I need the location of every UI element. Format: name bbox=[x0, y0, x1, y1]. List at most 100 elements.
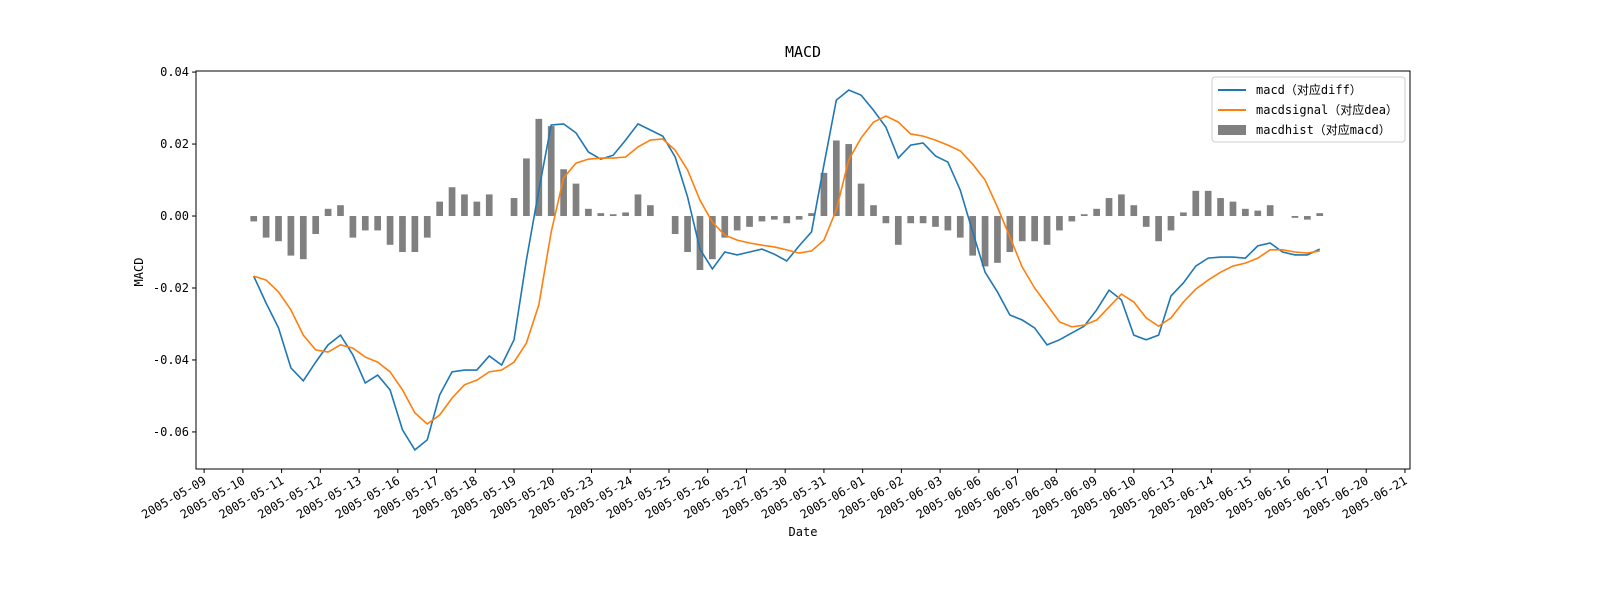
hist-bar bbox=[956, 216, 964, 238]
series-line bbox=[253, 115, 1320, 426]
hist-bar bbox=[1304, 216, 1311, 220]
hist-bar bbox=[436, 201, 443, 217]
y-tick-label: 0.04 bbox=[160, 65, 189, 79]
hist-bar bbox=[1056, 216, 1063, 231]
hist-bar bbox=[1043, 216, 1051, 245]
y-tick-label: -0.06 bbox=[153, 425, 189, 439]
hist-bar bbox=[770, 216, 778, 220]
hist-bar bbox=[994, 216, 1001, 263]
hist-bar bbox=[907, 216, 915, 224]
hist-bar bbox=[1080, 214, 1088, 217]
y-tick-label: 0.02 bbox=[160, 137, 189, 151]
hist-bar bbox=[894, 216, 902, 245]
hist-bar bbox=[795, 216, 803, 220]
hist-bar bbox=[721, 216, 729, 238]
hist-bar bbox=[448, 187, 456, 217]
legend-label: macd（对应diff） bbox=[1256, 82, 1362, 97]
hist-bar bbox=[287, 216, 295, 256]
hist-bar bbox=[758, 216, 766, 222]
hist-bar bbox=[845, 144, 853, 217]
hist-bar bbox=[1180, 212, 1187, 217]
hist-bar bbox=[411, 216, 419, 253]
hist-bar bbox=[1142, 216, 1150, 227]
legend-label: macdsignal（对应dea） bbox=[1256, 102, 1398, 117]
hist-bar bbox=[1068, 216, 1076, 222]
hist-bar bbox=[1018, 216, 1026, 242]
hist-bar bbox=[696, 216, 704, 270]
hist-bar bbox=[1266, 205, 1274, 217]
legend-swatch bbox=[1218, 125, 1246, 135]
hist-bar bbox=[671, 216, 679, 235]
hist-bar bbox=[857, 183, 865, 217]
hist-bar bbox=[808, 213, 815, 217]
hist-bar bbox=[560, 169, 567, 217]
hist-bar bbox=[1291, 216, 1299, 218]
hist-bar bbox=[647, 205, 654, 217]
hist-bar bbox=[622, 212, 629, 217]
hist-bar bbox=[386, 216, 394, 245]
hist-bar bbox=[250, 216, 258, 222]
y-tick-label: -0.04 bbox=[153, 353, 189, 367]
hist-bar bbox=[1105, 198, 1113, 217]
hist-bar bbox=[733, 216, 741, 231]
hist-bar bbox=[361, 216, 369, 231]
hist-bar bbox=[299, 216, 307, 260]
hist-bar bbox=[1006, 216, 1014, 253]
hist-bar bbox=[1093, 208, 1100, 217]
hist-bar bbox=[969, 216, 977, 256]
hist-bar bbox=[709, 216, 716, 260]
hist-bar bbox=[349, 216, 357, 238]
hist-bar bbox=[1118, 194, 1125, 217]
y-tick-label: -0.02 bbox=[153, 281, 189, 295]
hist-bar bbox=[374, 216, 382, 231]
hist-bar bbox=[337, 205, 344, 217]
hist-bar bbox=[1316, 213, 1324, 217]
hist-bar bbox=[634, 194, 642, 217]
hist-bar bbox=[1254, 210, 1262, 217]
hist-bar bbox=[919, 216, 927, 224]
hist-bar bbox=[1031, 216, 1038, 242]
hist-bar bbox=[832, 140, 840, 217]
hist-bar bbox=[423, 216, 431, 238]
series-line bbox=[252, 89, 1321, 452]
hist-bar bbox=[783, 216, 791, 224]
hist-bar bbox=[1242, 208, 1249, 217]
hist-bar bbox=[1167, 216, 1175, 231]
hist-bar bbox=[932, 216, 939, 227]
hist-bar bbox=[572, 183, 580, 217]
hist-bar bbox=[399, 216, 406, 253]
hist-bar bbox=[461, 194, 468, 217]
hist-bar bbox=[312, 216, 320, 235]
hist-bar bbox=[485, 194, 493, 217]
hist-bar bbox=[597, 213, 605, 217]
hist-bar bbox=[535, 118, 543, 217]
y-axis-label: MACD bbox=[132, 258, 146, 287]
hist-bar bbox=[275, 216, 282, 242]
hist-bar bbox=[609, 214, 617, 217]
hist-bar bbox=[1204, 190, 1212, 217]
hist-bar bbox=[324, 208, 332, 217]
hist-bar bbox=[1130, 205, 1138, 217]
hist-bar bbox=[1217, 198, 1224, 217]
hist-bar bbox=[1229, 201, 1237, 217]
legend-box bbox=[1211, 76, 1406, 143]
hist-bar bbox=[585, 208, 592, 217]
chart-title: MACD bbox=[785, 43, 821, 61]
hist-bar bbox=[882, 216, 890, 224]
hist-bar bbox=[1155, 216, 1162, 242]
hist-bar bbox=[547, 126, 555, 217]
hist-bar bbox=[473, 201, 481, 217]
hist-bar bbox=[981, 216, 989, 267]
hist-bar bbox=[262, 216, 270, 238]
hist-bar bbox=[1192, 190, 1200, 217]
hist-bar bbox=[510, 198, 518, 217]
hist-bar bbox=[746, 216, 753, 227]
hist-bar bbox=[820, 172, 828, 217]
legend-label: macdhist（对应macd） bbox=[1256, 122, 1391, 137]
plot-frame bbox=[195, 70, 1411, 470]
hist-bar bbox=[523, 158, 530, 217]
hist-bar bbox=[944, 216, 952, 231]
hist-bar bbox=[684, 216, 691, 253]
y-tick-label: 0.00 bbox=[160, 209, 189, 223]
